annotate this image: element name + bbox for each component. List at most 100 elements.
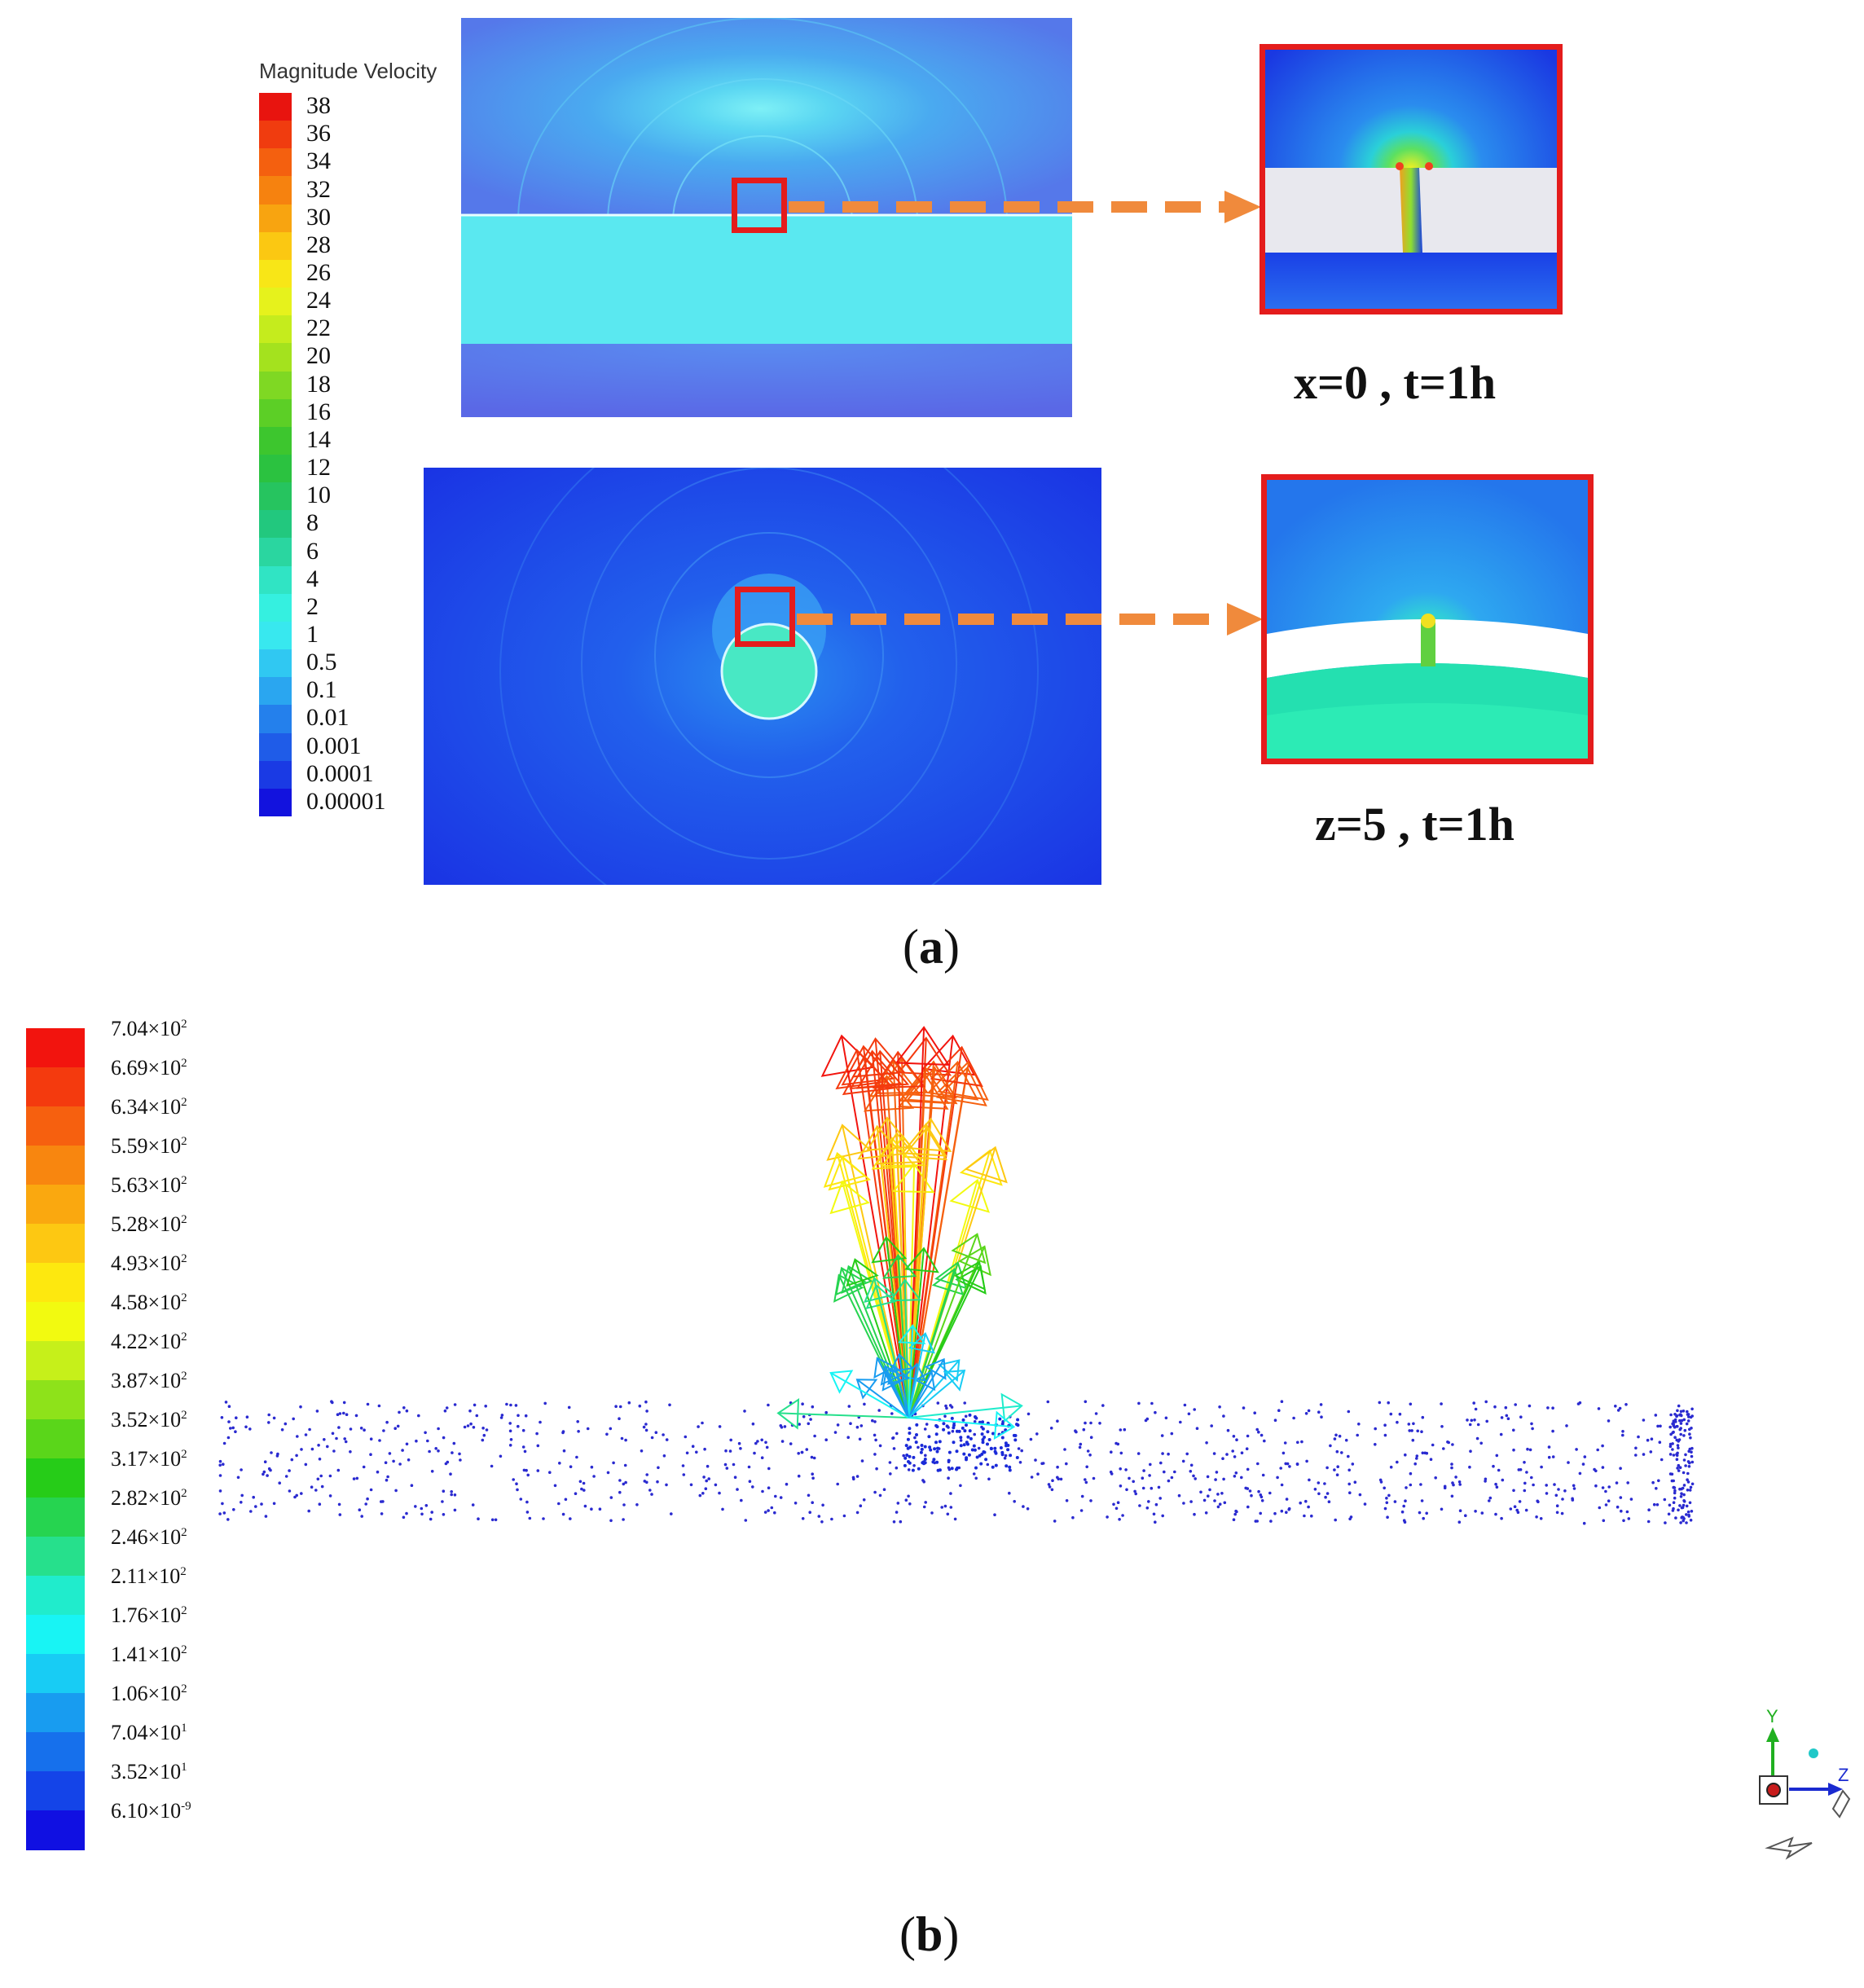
point-marker [1673, 1489, 1677, 1493]
point-marker [779, 1424, 783, 1427]
point-marker [606, 1471, 610, 1475]
point-marker [1678, 1413, 1682, 1417]
point-marker [1403, 1520, 1407, 1524]
point-marker [1601, 1486, 1605, 1489]
legend-a-swatch [259, 788, 292, 817]
point-marker [1423, 1451, 1427, 1455]
point-marker [284, 1475, 288, 1478]
point-marker [1396, 1460, 1399, 1464]
point-marker [521, 1445, 525, 1449]
point-marker [892, 1520, 896, 1524]
point-marker [1676, 1444, 1680, 1447]
axis-y-arrowhead [1766, 1727, 1779, 1742]
point-marker [1079, 1509, 1084, 1512]
point-marker [780, 1440, 785, 1443]
point-marker [1154, 1410, 1157, 1414]
legend-a-value: 1 [306, 621, 319, 648]
legend-a-value: 30 [306, 203, 331, 231]
point-marker [642, 1425, 646, 1429]
point-marker [1596, 1448, 1599, 1452]
point-marker [290, 1458, 294, 1462]
point-marker [1179, 1420, 1182, 1424]
point-marker [378, 1439, 381, 1442]
point-marker [1551, 1429, 1554, 1433]
point-marker [338, 1513, 342, 1516]
point-marker [1516, 1511, 1520, 1514]
point-marker [924, 1454, 927, 1458]
point-marker [873, 1420, 877, 1423]
point-marker [836, 1423, 840, 1427]
point-marker [526, 1473, 530, 1477]
point-marker [1210, 1424, 1213, 1427]
legend-b-swatch [26, 1263, 85, 1303]
point-marker [1536, 1499, 1539, 1503]
point-marker [751, 1485, 754, 1489]
point-marker [1689, 1519, 1693, 1522]
point-marker [1443, 1484, 1447, 1489]
point-marker [1655, 1503, 1660, 1506]
point-marker [1604, 1489, 1607, 1493]
point-marker [1145, 1506, 1150, 1510]
point-marker [1469, 1449, 1472, 1453]
point-marker [1079, 1442, 1083, 1446]
point-marker [1668, 1442, 1673, 1446]
point-marker [1056, 1419, 1059, 1423]
point-marker [1572, 1484, 1576, 1488]
point-marker [1222, 1414, 1225, 1418]
point-marker [1454, 1476, 1457, 1479]
point-marker [1333, 1437, 1337, 1440]
point-marker [925, 1423, 929, 1426]
legend-a-swatch [259, 426, 292, 455]
point-marker [1664, 1521, 1667, 1524]
point-marker [244, 1425, 248, 1429]
point-marker [1431, 1443, 1435, 1447]
point-marker [1240, 1476, 1243, 1480]
point-marker [1420, 1430, 1423, 1433]
point-marker [317, 1444, 320, 1447]
point-marker [789, 1442, 793, 1445]
point-marker [737, 1441, 741, 1445]
point-marker [1353, 1480, 1357, 1484]
point-marker [1280, 1483, 1284, 1487]
point-marker [842, 1514, 846, 1518]
point-marker [410, 1484, 414, 1487]
axis-z-arrowhead [1828, 1783, 1843, 1796]
point-marker [1578, 1471, 1582, 1476]
point-marker [1647, 1508, 1651, 1511]
point-marker [1161, 1514, 1164, 1518]
point-marker [968, 1413, 972, 1417]
point-marker [959, 1444, 963, 1448]
legend-b-value: 4.93×102 [111, 1251, 187, 1275]
point-marker [1682, 1434, 1686, 1437]
legend-b-value: 7.04×101 [111, 1721, 187, 1744]
point-marker [430, 1511, 433, 1514]
legend-a-value: 0.5 [306, 649, 337, 676]
point-marker [1690, 1510, 1694, 1513]
point-marker [1226, 1428, 1230, 1432]
point-marker [748, 1480, 752, 1483]
point-marker [1324, 1495, 1327, 1499]
point-marker [908, 1427, 912, 1431]
point-marker [859, 1504, 863, 1507]
point-marker [859, 1424, 864, 1427]
point-marker [811, 1476, 815, 1480]
point-marker [1690, 1407, 1694, 1411]
legend-a-value: 20 [306, 342, 331, 370]
point-marker [821, 1503, 824, 1507]
point-marker [785, 1482, 789, 1486]
legend-a-swatch [259, 455, 292, 483]
point-marker [1323, 1482, 1326, 1485]
point-marker [981, 1427, 985, 1431]
point-marker [349, 1427, 353, 1431]
point-marker [336, 1413, 340, 1416]
point-marker [813, 1434, 816, 1438]
point-marker [908, 1432, 912, 1435]
point-marker [895, 1432, 899, 1436]
point-marker [1668, 1425, 1672, 1429]
point-marker [1677, 1438, 1682, 1441]
velocity-arrow [904, 1247, 939, 1418]
point-marker [1688, 1501, 1692, 1505]
point-marker [1307, 1409, 1311, 1413]
point-marker [1545, 1484, 1548, 1487]
point-marker [1452, 1483, 1455, 1487]
